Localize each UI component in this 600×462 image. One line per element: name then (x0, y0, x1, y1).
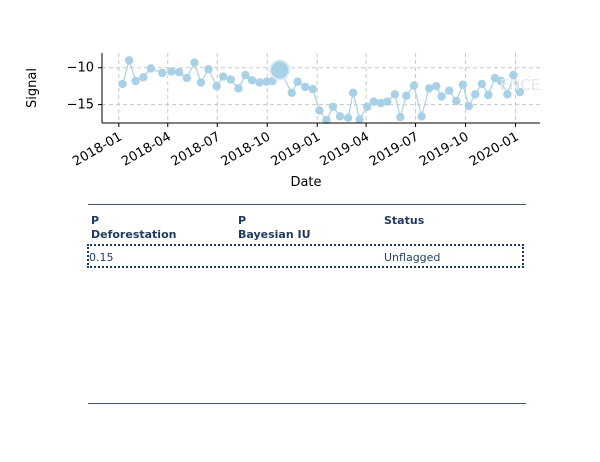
table-top-rule (88, 204, 526, 205)
x-tick-label: 2018-04 (119, 129, 174, 169)
header-p-deforestation: P Deforestation (91, 214, 231, 242)
header-line: P (238, 214, 247, 227)
data-point (484, 90, 493, 100)
chart-axes (101, 53, 540, 124)
data-point (287, 88, 296, 97)
header-p-bayesian-iu: P Bayesian IU (238, 214, 378, 242)
header-line: Status (384, 214, 425, 227)
data-point (322, 115, 331, 125)
x-tick-label: 2018-01 (70, 129, 125, 169)
data-point (496, 76, 506, 86)
x-tick-label: 2019-01 (269, 129, 324, 169)
data-point (417, 112, 426, 121)
data-point (269, 59, 291, 81)
table-row[interactable]: 0.15 Unflagged (87, 244, 524, 268)
data-point (343, 113, 353, 123)
chart-watermark: ENCE (500, 76, 541, 94)
data-point (218, 72, 228, 81)
data-point (369, 97, 378, 106)
data-point (247, 76, 257, 85)
data-point (390, 90, 400, 99)
x-tick-label: 2018-10 (219, 129, 274, 169)
x-tick-label: 2019-07 (367, 129, 422, 169)
data-point (396, 112, 405, 122)
data-point (424, 84, 434, 93)
data-point (315, 106, 324, 115)
data-point (402, 91, 411, 100)
data-point (167, 67, 176, 76)
data-point (362, 102, 372, 111)
data-point (190, 58, 199, 67)
data-point (174, 67, 184, 77)
data-point (182, 73, 191, 83)
table-bottom-rule (88, 403, 526, 404)
data-point (226, 75, 235, 84)
data-point (196, 78, 206, 87)
data-point (437, 92, 446, 101)
header-status: Status (384, 214, 524, 228)
data-point (503, 90, 512, 99)
data-point (515, 87, 525, 97)
data-point (477, 79, 487, 89)
data-point (409, 81, 419, 90)
data-point (255, 78, 264, 87)
data-point (158, 68, 167, 78)
y-tick-label: −15 (67, 98, 94, 113)
data-point (124, 56, 134, 65)
data-point (348, 88, 358, 97)
data-point (212, 81, 221, 91)
data-point (234, 84, 243, 93)
data-point (293, 77, 302, 86)
x-tick-label: 2019-10 (417, 129, 472, 169)
data-point (131, 76, 140, 86)
chart-series (118, 56, 525, 125)
header-line: Deforestation (91, 228, 177, 241)
data-point (376, 98, 385, 108)
data-point (335, 112, 345, 121)
x-axis-title: Date (290, 175, 321, 190)
x-tick-label: 2020-01 (467, 129, 522, 169)
x-tick-label: 2019-04 (318, 129, 373, 169)
y-tick-label: −10 (67, 61, 94, 76)
x-tick-label: 2018-07 (169, 129, 224, 169)
y-axis-ticks: −10 −15 (67, 61, 102, 113)
cell-status: Unflagged (384, 251, 441, 264)
data-point (432, 81, 441, 91)
header-line: Bayesian IU (238, 228, 311, 241)
y-axis-title: Signal (25, 68, 40, 108)
data-point (308, 84, 318, 94)
cell-p-deforestation: 0.15 (89, 251, 114, 264)
data-point (452, 96, 461, 106)
data-point (139, 73, 148, 82)
data-point (464, 101, 474, 111)
data-point (458, 80, 468, 89)
data-point (301, 82, 310, 92)
data-point (118, 79, 127, 89)
signal-chart: ENCE 2018-012018-042018-072018-102019-01… (25, 53, 541, 190)
x-axis-ticks: 2018-012018-042018-072018-102019-012019-… (70, 123, 522, 170)
header-line: P (91, 214, 100, 227)
data-point (355, 115, 364, 124)
data-point (146, 64, 156, 73)
data-point (509, 70, 518, 80)
data-point (445, 86, 454, 95)
data-point (471, 90, 480, 99)
data-point (241, 70, 250, 80)
data-point (204, 65, 213, 74)
data-point (383, 97, 392, 106)
data-point (328, 102, 338, 111)
